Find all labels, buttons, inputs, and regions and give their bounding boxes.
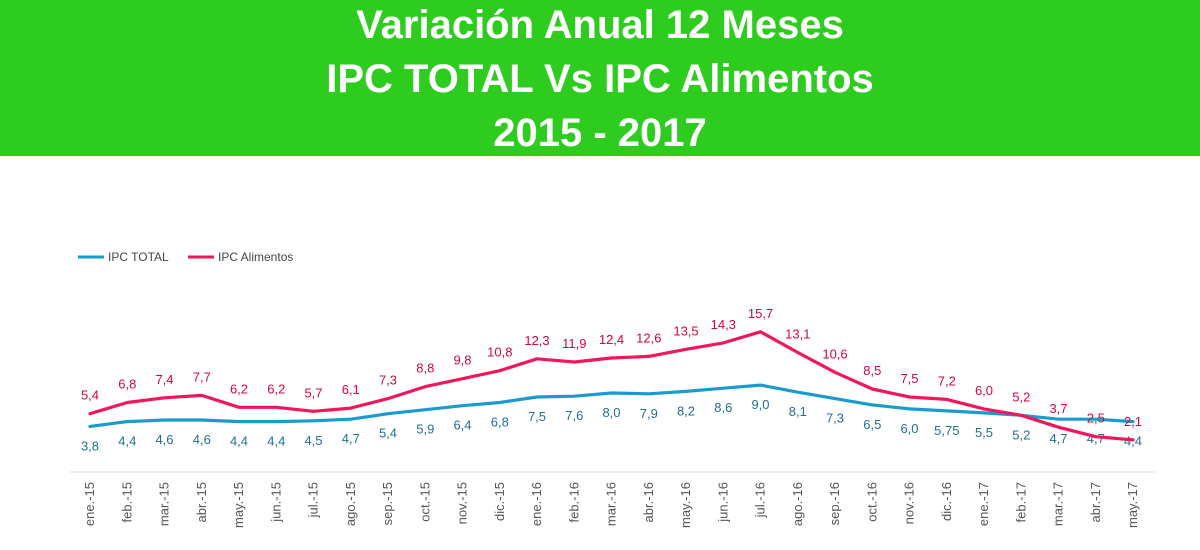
data-label-ipc-total: 9,0 — [751, 397, 769, 412]
data-label-ipc-total: 6,8 — [491, 415, 509, 430]
x-tick-label: nov.-16 — [902, 482, 917, 524]
x-tick-label: jun.-16 — [715, 482, 730, 523]
data-label-ipc-alimentos: 7,4 — [155, 372, 173, 387]
data-label-ipc-total: 6,5 — [863, 417, 881, 432]
data-label-ipc-alimentos: 7,5 — [900, 371, 918, 386]
x-tick-label: nov.-15 — [455, 482, 470, 524]
data-label-ipc-total: 5,2 — [1012, 427, 1030, 442]
x-tick-label: may.-16 — [678, 482, 693, 528]
data-label-ipc-alimentos: 12,3 — [524, 333, 549, 348]
x-tick-label: ago.-16 — [790, 482, 805, 526]
legend-label-ipc-alimentos: IPC Alimentos — [218, 250, 293, 264]
data-label-ipc-total: 5,5 — [975, 425, 993, 440]
data-label-ipc-alimentos: 2,1 — [1124, 414, 1142, 429]
data-label-ipc-alimentos: 13,5 — [673, 323, 698, 338]
line-chart: IPC TOTAL IPC Alimentos 3,8 4,4 4,6 4,6 4,4 4… — [70, 250, 1155, 528]
data-label-ipc-alimentos: 5,4 — [81, 388, 99, 403]
data-label-ipc-alimentos: 13,1 — [785, 327, 810, 342]
data-label-ipc-alimentos: 8,8 — [416, 361, 434, 376]
x-tick-label: may.-17 — [1125, 482, 1140, 528]
x-tick-label: feb.-16 — [566, 482, 581, 522]
data-label-ipc-alimentos: 8,5 — [863, 363, 881, 378]
x-tick-label: abr.-17 — [1088, 482, 1103, 522]
data-label-ipc-alimentos: 14,3 — [711, 317, 736, 332]
data-label-ipc-alimentos: 12,6 — [636, 330, 661, 345]
x-tick-label: jun.-15 — [268, 482, 283, 523]
x-tick-label: dic.-15 — [492, 482, 507, 521]
data-label-ipc-total: 4,7 — [1049, 431, 1067, 446]
data-label-ipc-alimentos: 12,4 — [599, 332, 624, 347]
series-line-ipc-alimentos — [88, 330, 1135, 442]
data-label-ipc-total: 6,4 — [453, 418, 471, 433]
x-tick-label: abr.-16 — [641, 482, 656, 522]
plot-area: 3,8 4,4 4,6 4,6 4,4 4,4 4,5 4,7 5,4 5,9 6,4 6,8 7,5 7… — [70, 306, 1155, 473]
data-label-ipc-total: 7,9 — [640, 406, 658, 421]
data-label-ipc-alimentos: 6,2 — [267, 381, 285, 396]
data-label-ipc-total: 8,1 — [789, 404, 807, 419]
data-label-ipc-total: 4,4 — [118, 434, 136, 449]
x-tick-label: feb.-15 — [119, 482, 134, 522]
data-label-ipc-total: 7,6 — [565, 408, 583, 423]
data-label-ipc-alimentos: 6,0 — [975, 383, 993, 398]
x-tick-label: feb.-17 — [1013, 482, 1028, 522]
x-tick-label: ago.-15 — [343, 482, 358, 526]
data-label-ipc-total: 4,4 — [230, 434, 248, 449]
x-tick-label: sep.-15 — [380, 482, 395, 525]
x-tick-label: sep.-16 — [827, 482, 842, 525]
data-label-ipc-alimentos: 10,8 — [487, 345, 512, 360]
data-label-ipc-alimentos: 6,2 — [230, 381, 248, 396]
data-label-ipc-alimentos: 7,7 — [193, 369, 211, 384]
title-line-2: IPC TOTAL Vs IPC Alimentos — [326, 57, 874, 101]
title-line-3: 2015 - 2017 — [493, 111, 707, 155]
data-label-ipc-total: 4,7 — [342, 431, 360, 446]
legend-label-ipc-total: IPC TOTAL — [108, 250, 169, 264]
series-line-ipc-total — [88, 383, 1135, 428]
data-label-ipc-alimentos: 15,7 — [748, 306, 773, 321]
data-label-ipc-alimentos: 7,3 — [379, 373, 397, 388]
data-label-ipc-alimentos: 11,9 — [562, 336, 586, 351]
x-tick-label: ene.-17 — [976, 482, 991, 526]
data-label-ipc-total: 7,5 — [528, 409, 546, 424]
x-tick-label: dic.-16 — [939, 482, 954, 521]
data-label-ipc-alimentos: 9,8 — [453, 353, 471, 368]
data-label-ipc-total: 5,75 — [934, 423, 959, 438]
x-tick-label: ene.-16 — [529, 482, 544, 526]
x-tick-label: abr.-15 — [194, 482, 209, 522]
x-tick-label: mar.-16 — [604, 482, 619, 526]
data-label-ipc-total: 3,8 — [81, 438, 99, 453]
x-tick-label: mar.-15 — [157, 482, 172, 526]
data-label-ipc-total: 4,4 — [267, 434, 285, 449]
data-label-ipc-total: 5,9 — [416, 422, 434, 437]
title-line-1: Variación Anual 12 Meses — [356, 3, 844, 47]
data-label-ipc-alimentos: 10,6 — [822, 346, 847, 361]
data-label-ipc-total: 6,0 — [900, 421, 918, 436]
data-label-ipc-alimentos: 3,7 — [1049, 401, 1067, 416]
data-label-ipc-total: 8,0 — [602, 405, 620, 420]
data-label-ipc-alimentos: 5,2 — [1012, 389, 1030, 404]
data-label-ipc-total: 4,6 — [193, 432, 211, 447]
data-label-ipc-total: 4,5 — [304, 433, 322, 448]
x-tick-label: mar.-17 — [1051, 482, 1066, 526]
title-banner: Variación Anual 12 Meses IPC TOTAL Vs IP… — [0, 0, 1200, 156]
x-tick-label: oct.-16 — [864, 482, 879, 522]
data-label-ipc-total: 7,3 — [826, 411, 844, 426]
x-axis: ene.-15 feb.-15 mar.-15 abr.-15 may.-15 jun.-… — [82, 482, 1140, 528]
data-label-ipc-total: 8,2 — [677, 403, 695, 418]
data-label-ipc-total: 8,6 — [714, 400, 732, 415]
data-label-ipc-alimentos: 2,5 — [1087, 411, 1105, 426]
data-label-ipc-alimentos: 6,8 — [118, 377, 136, 392]
data-label-ipc-total: 4,6 — [155, 432, 173, 447]
x-tick-label: jul.-16 — [753, 482, 768, 518]
data-label-ipc-alimentos: 7,2 — [938, 373, 956, 388]
data-label-ipc-alimentos: 6,1 — [342, 382, 360, 397]
data-label-ipc-total: 5,4 — [379, 426, 397, 441]
x-tick-label: oct.-15 — [417, 482, 432, 522]
data-label-ipc-alimentos: 5,7 — [304, 385, 322, 400]
x-tick-label: ene.-15 — [82, 482, 97, 526]
chart-legend: IPC TOTAL IPC Alimentos — [78, 250, 293, 264]
x-tick-label: jul.-15 — [306, 482, 321, 518]
x-tick-label: may.-15 — [231, 482, 246, 528]
